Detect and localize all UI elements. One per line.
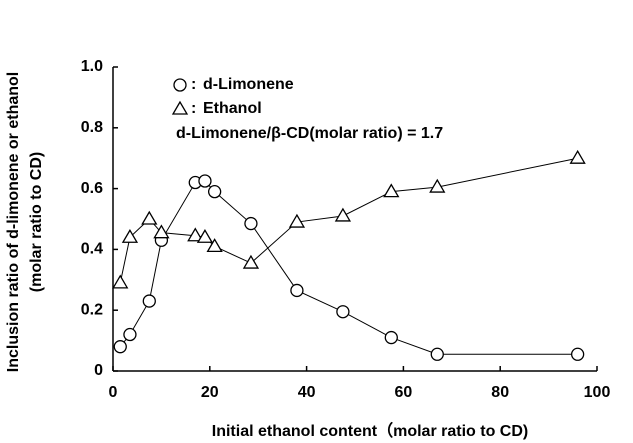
marker bbox=[171, 100, 189, 115]
legend-label: Ethanol bbox=[203, 100, 262, 117]
marker bbox=[430, 347, 444, 361]
y-axis-label: (molar ratio to CD) bbox=[28, 152, 45, 292]
marker bbox=[383, 183, 400, 198]
marker bbox=[244, 216, 258, 231]
y-tick-label: 0.4 bbox=[81, 241, 103, 258]
marker bbox=[206, 238, 223, 253]
marker bbox=[113, 340, 127, 354]
marker bbox=[196, 228, 214, 243]
marker bbox=[153, 224, 170, 239]
y-tick-label: 0.6 bbox=[81, 180, 103, 197]
marker bbox=[198, 174, 212, 188]
annotation: d-Limonene/β-CD(molar ratio) = 1.7 bbox=[176, 125, 443, 142]
marker bbox=[112, 274, 129, 289]
marker bbox=[141, 210, 158, 225]
marker bbox=[242, 254, 260, 269]
x-tick-label: 80 bbox=[491, 384, 509, 401]
marker bbox=[142, 294, 156, 308]
y-tick-label: 0 bbox=[94, 362, 103, 379]
legend-label: d-Limonene bbox=[203, 76, 294, 93]
marker bbox=[187, 227, 204, 242]
marker bbox=[123, 327, 137, 342]
marker bbox=[173, 78, 187, 92]
marker bbox=[334, 207, 352, 222]
marker bbox=[569, 149, 586, 164]
marker bbox=[384, 330, 398, 345]
x-tick-label: 40 bbox=[298, 384, 316, 401]
x-axis-label: Initial ethanol content（molar ratio to C… bbox=[212, 422, 528, 440]
marker bbox=[288, 213, 306, 228]
marker bbox=[121, 228, 139, 243]
marker bbox=[429, 178, 446, 193]
x-tick-label: 0 bbox=[109, 384, 118, 401]
series-line bbox=[119, 180, 578, 355]
x-tick-label: 20 bbox=[201, 384, 219, 401]
marker bbox=[207, 184, 222, 199]
y-tick-label: 1.0 bbox=[81, 58, 103, 75]
marker bbox=[336, 305, 350, 319]
marker bbox=[290, 283, 304, 298]
marker bbox=[570, 347, 585, 361]
y-tick-label: 0.2 bbox=[81, 301, 103, 318]
x-tick-label: 100 bbox=[584, 384, 611, 401]
x-tick-label: 60 bbox=[395, 384, 413, 401]
legend-separator: : bbox=[191, 100, 196, 117]
y-tick-label: 0.8 bbox=[81, 119, 103, 136]
y-axis-label: Inclusion ratio of d-limonene or ethanol bbox=[5, 72, 22, 372]
legend-separator: : bbox=[191, 76, 196, 93]
